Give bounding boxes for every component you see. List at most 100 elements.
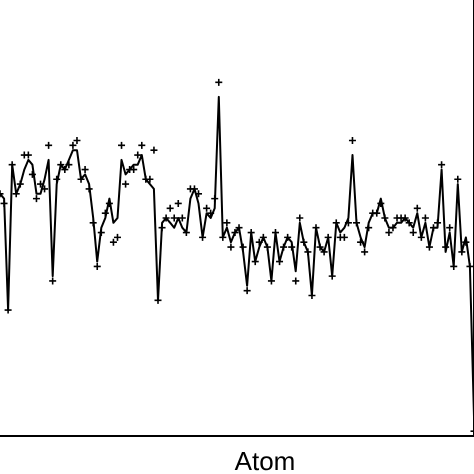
plus-marker xyxy=(421,214,429,222)
plus-marker xyxy=(470,427,474,435)
plus-marker xyxy=(207,209,215,217)
plus-marker xyxy=(190,185,198,193)
plus-marker xyxy=(178,214,186,222)
plus-marker xyxy=(77,175,85,183)
plus-marker xyxy=(170,214,178,222)
plus-marker xyxy=(150,146,158,154)
plus-marker xyxy=(32,195,40,203)
plus-marker xyxy=(340,233,348,241)
plus-marker xyxy=(199,233,207,241)
plus-marker xyxy=(413,204,421,212)
plus-marker xyxy=(312,224,320,232)
plus-marker xyxy=(255,238,263,246)
plus-marker xyxy=(296,214,304,222)
x-axis-label: Atom xyxy=(235,446,296,474)
plus-marker xyxy=(231,229,239,237)
plus-marker xyxy=(53,175,61,183)
plus-marker xyxy=(57,161,65,169)
plus-marker xyxy=(332,219,340,227)
plus-marker xyxy=(93,262,101,270)
plus-marker xyxy=(462,238,470,246)
plus-marker xyxy=(61,166,69,174)
plus-marker xyxy=(320,248,328,256)
plus-marker xyxy=(409,229,417,237)
plus-marker xyxy=(353,219,361,227)
plus-marker xyxy=(280,243,288,251)
plus-marker xyxy=(223,219,231,227)
plus-marker xyxy=(73,136,81,144)
plus-marker xyxy=(203,204,211,212)
plus-marker xyxy=(97,229,105,237)
plus-marker xyxy=(158,224,166,232)
series-line-0 xyxy=(0,95,474,417)
plus-marker xyxy=(365,224,373,232)
plus-marker xyxy=(81,166,89,174)
plus-marker xyxy=(466,262,474,270)
plus-marker xyxy=(425,243,433,251)
plus-marker xyxy=(357,238,365,246)
plus-marker xyxy=(101,209,109,217)
plus-marker xyxy=(417,233,425,241)
plus-marker xyxy=(381,214,389,222)
plus-marker xyxy=(49,277,57,285)
plus-marker xyxy=(89,219,97,227)
plus-marker xyxy=(324,233,332,241)
plus-marker xyxy=(109,238,117,246)
plus-marker xyxy=(235,224,243,232)
plus-marker xyxy=(348,136,356,144)
plus-marker xyxy=(211,195,219,203)
plus-marker xyxy=(138,141,146,149)
plus-marker xyxy=(219,233,227,241)
plus-marker xyxy=(41,185,49,193)
plus-marker xyxy=(259,233,267,241)
plus-marker xyxy=(344,219,352,227)
plus-marker xyxy=(434,219,442,227)
plus-marker xyxy=(328,272,336,280)
plus-marker xyxy=(377,199,385,207)
plus-marker xyxy=(454,175,462,183)
plus-marker xyxy=(162,214,170,222)
plus-marker xyxy=(284,233,292,241)
plus-marker xyxy=(438,161,446,169)
plus-marker xyxy=(405,219,413,227)
plus-marker xyxy=(271,229,279,237)
plus-marker xyxy=(429,224,437,232)
plus-marker xyxy=(239,243,247,251)
plus-marker xyxy=(458,248,466,256)
plus-marker xyxy=(12,190,20,198)
plus-marker xyxy=(450,262,458,270)
plus-marker xyxy=(227,243,235,251)
plus-marker xyxy=(85,185,93,193)
plus-marker xyxy=(442,243,450,251)
plot-frame xyxy=(0,0,474,437)
series-layer xyxy=(0,78,474,435)
plus-marker xyxy=(0,199,8,207)
plus-marker xyxy=(28,170,36,178)
plus-marker xyxy=(122,180,130,188)
plus-marker xyxy=(166,204,174,212)
plus-marker xyxy=(276,258,284,266)
plus-marker xyxy=(247,229,255,237)
plus-marker xyxy=(195,190,203,198)
plus-marker xyxy=(146,175,154,183)
plus-marker xyxy=(45,141,53,149)
plus-marker xyxy=(361,248,369,256)
plus-marker xyxy=(69,141,77,149)
plus-marker xyxy=(0,190,4,198)
plus-marker xyxy=(308,292,316,300)
plus-marker xyxy=(174,199,182,207)
plus-marker xyxy=(300,238,308,246)
plus-marker xyxy=(316,243,324,251)
plus-marker xyxy=(288,243,296,251)
plus-marker xyxy=(401,214,409,222)
plus-marker xyxy=(385,229,393,237)
plus-marker xyxy=(8,161,16,169)
plus-marker xyxy=(134,151,142,159)
plus-marker xyxy=(37,180,45,188)
plus-marker xyxy=(154,296,162,304)
plus-marker xyxy=(251,258,259,266)
plus-marker xyxy=(4,306,12,314)
plus-marker xyxy=(118,141,126,149)
plus-marker xyxy=(182,229,190,237)
